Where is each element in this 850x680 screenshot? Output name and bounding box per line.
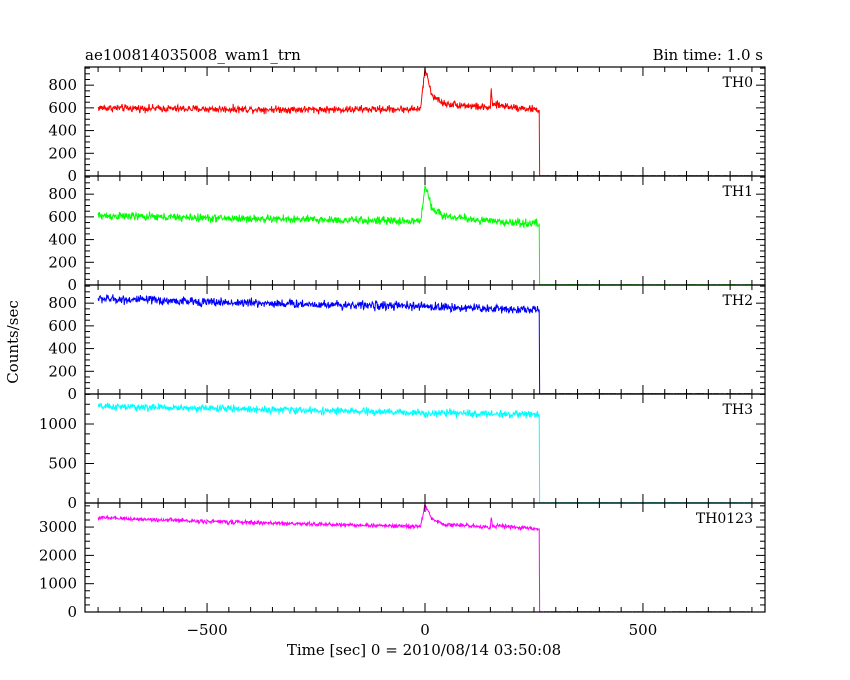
y-tick-label: 600 xyxy=(48,208,77,226)
panel-label-th1: TH1 xyxy=(723,184,753,200)
y-tick-label: 800 xyxy=(48,294,77,312)
panel-frame xyxy=(84,175,766,286)
x-axis-label: Time [sec] 0 = 2010/08/14 03:50:08 xyxy=(287,641,561,659)
y-tick-label: 3000 xyxy=(39,518,77,536)
panel-frame xyxy=(84,66,766,177)
series-line-th0 xyxy=(97,66,753,177)
panel-th1: 0 200 400 600 800 TH1 xyxy=(48,175,766,294)
y-tick-label: 0 xyxy=(67,603,77,621)
y-tick-label: 400 xyxy=(48,231,77,249)
x-tick-labels: −500 0 500 xyxy=(186,621,657,639)
panel-label-th3: TH3 xyxy=(723,402,753,418)
series-line-th2 xyxy=(97,294,753,395)
y-tick-label: 400 xyxy=(48,340,77,358)
y-tick-label: 500 xyxy=(48,455,77,473)
panel-label-th2: TH2 xyxy=(723,293,753,309)
panel-th2: 0 200 400 600 800 TH2 xyxy=(48,284,766,403)
panel-th0: 0 200 400 600 800 TH0 xyxy=(48,66,766,185)
panel-label-th0: TH0 xyxy=(723,75,753,91)
y-tick-label: 0 xyxy=(67,276,77,294)
y-tick-label: 600 xyxy=(48,99,77,117)
series-line-th1 xyxy=(97,185,753,286)
panel-th3: 0 500 1000 TH3 xyxy=(39,393,766,512)
series-line-th0123 xyxy=(97,502,753,613)
x-tick-label: 0 xyxy=(420,621,430,639)
y-tick-label: 0 xyxy=(67,494,77,512)
y-tick-label: 1000 xyxy=(39,415,77,433)
series-line-th3 xyxy=(97,402,753,504)
y-tick-label: 0 xyxy=(67,167,77,185)
x-tick-label: 500 xyxy=(629,621,658,639)
y-tick-label: 200 xyxy=(48,144,77,162)
y-tick-label: 0 xyxy=(67,385,77,403)
y-tick-label: 200 xyxy=(48,362,77,380)
y-axis-label: Counts/sec xyxy=(4,300,22,384)
panel-frame xyxy=(84,502,766,613)
y-tick-label: 200 xyxy=(48,253,77,271)
chart-title: ae100814035008_wam1_trn xyxy=(85,46,301,64)
x-tick-label: −500 xyxy=(186,621,227,639)
y-tick-label: 600 xyxy=(48,317,77,335)
panel-frame xyxy=(84,393,766,504)
y-tick-label: 1000 xyxy=(39,575,77,593)
panel-label-th0123: TH0123 xyxy=(696,511,753,527)
y-tick-label: 800 xyxy=(48,185,77,203)
bin-time-label: Bin time: 1.0 s xyxy=(653,46,763,64)
y-tick-label: 400 xyxy=(48,122,77,140)
panel-th0123: 0 1000 2000 3000 TH0123 xyxy=(39,502,766,621)
panels: 0 200 400 600 800 TH0 0 200 400 600 800 TH1 0 200 400 6… xyxy=(39,66,766,621)
y-tick-label: 2000 xyxy=(39,546,77,564)
y-tick-label: 800 xyxy=(48,76,77,94)
